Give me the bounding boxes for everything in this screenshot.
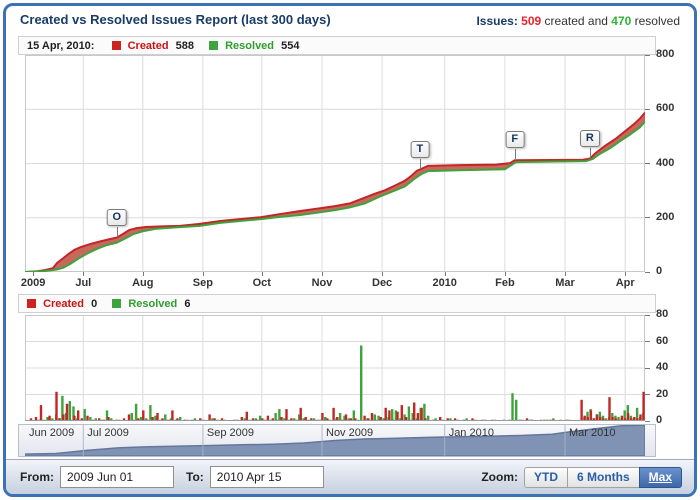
page-title: Created vs Resolved Issues Report (last …	[20, 12, 331, 27]
issues-created-count: 509	[521, 14, 542, 28]
x-axis-label: Oct	[252, 277, 271, 289]
x-axis-tick	[565, 272, 566, 276]
y-axis-tick	[645, 341, 650, 342]
date-range-controls: From: To:	[20, 460, 336, 494]
y-axis-label: 400	[656, 156, 675, 169]
issues-summary-label: Issues:	[476, 14, 518, 28]
from-date-input[interactable]	[60, 466, 174, 488]
flag-T[interactable]: T	[410, 141, 430, 158]
bar-legend-created-label: Created	[43, 298, 85, 310]
issues-resolved-count: 470	[611, 14, 632, 28]
x-axis-tick	[625, 272, 627, 276]
to-label: To:	[186, 470, 204, 484]
x-axis-label: Apr	[615, 277, 635, 289]
x-axis-tick	[322, 272, 323, 276]
y-axis-tick	[645, 271, 650, 273]
x-axis-tick	[83, 272, 85, 276]
report-header: Created vs Resolved Issues Report (last …	[6, 6, 694, 34]
resolved-swatch-icon	[112, 299, 122, 308]
x-axis-label: Aug	[132, 277, 154, 289]
x-axis-tick	[142, 272, 144, 276]
y-axis-tick	[645, 217, 650, 219]
y-axis-tick	[645, 108, 650, 110]
y-axis-label: 200	[656, 210, 675, 223]
resolved-swatch-icon	[209, 41, 219, 50]
x-axis-label: Jul	[75, 277, 92, 289]
x-axis-tick	[202, 272, 204, 276]
timeline-navigator[interactable]	[18, 424, 656, 457]
x-axis-tick	[382, 272, 384, 276]
y-axis-label: 600	[656, 102, 675, 115]
bar-legend-created-value: 0	[91, 298, 98, 310]
daily-bars-plot[interactable]	[25, 315, 645, 421]
y-axis-tick	[645, 420, 650, 422]
zoom-ytd-button[interactable]: YTD	[523, 466, 568, 488]
zoom-max-button[interactable]: Max	[638, 466, 682, 488]
flag-O[interactable]: O	[106, 208, 128, 226]
y-axis-tick	[645, 314, 650, 316]
zoom-controls: Zoom: YTD 6 Months Max	[481, 460, 682, 494]
legend-date: 15 Apr, 2010:	[27, 40, 95, 52]
x-axis-label: 2010	[432, 277, 457, 289]
y-axis-label: 40	[656, 361, 669, 373]
y-axis-label: 0	[656, 265, 663, 277]
zoom-label: Zoom:	[481, 470, 518, 484]
bar-chart-legend: Created 0 Resolved 6	[18, 294, 656, 313]
created-swatch-icon	[27, 299, 36, 308]
x-axis-tick	[504, 272, 506, 276]
flag-F[interactable]: F	[505, 131, 525, 149]
zoom-6months-button[interactable]: 6 Months	[566, 466, 640, 488]
x-axis-label: Feb	[495, 277, 515, 289]
bar-legend-resolved-value: 6	[184, 298, 191, 310]
x-axis-tick	[33, 272, 35, 276]
to-date-input[interactable]	[209, 466, 324, 488]
legend-created-value: 588	[175, 40, 194, 52]
y-axis-label: 80	[656, 308, 669, 320]
from-label: From:	[20, 470, 54, 484]
x-axis-tick	[444, 272, 446, 276]
navigator-area-chart[interactable]	[25, 425, 645, 456]
x-axis-label: Mar	[555, 277, 575, 289]
y-axis-label: 60	[656, 334, 669, 347]
main-chart-legend: 15 Apr, 2010: Created 588 Resolved 554	[18, 36, 656, 55]
y-axis-label: 0	[656, 414, 663, 426]
cumulative-chart-plot[interactable]	[25, 55, 645, 272]
flag-R[interactable]: R	[579, 130, 600, 148]
bar-legend-resolved-label: Resolved	[128, 298, 178, 310]
issues-summary: Issues: 509 created and 470 resolved	[476, 14, 680, 28]
legend-resolved-label: Resolved	[225, 40, 275, 52]
x-axis-label: Sep	[192, 277, 213, 289]
issues-resolved-text: resolved	[634, 14, 680, 28]
y-axis-tick	[645, 367, 650, 369]
bottom-toolbar: From: To: Zoom: YTD 6 Months Max	[6, 459, 694, 494]
legend-created-label: Created	[127, 40, 169, 52]
y-axis-label: 20	[656, 387, 669, 400]
y-axis-tick	[645, 394, 650, 395]
y-axis-tick	[645, 163, 650, 164]
x-axis-tick	[261, 272, 263, 276]
y-axis-label: 800	[656, 48, 675, 60]
report-window: Created vs Resolved Issues Report (last …	[3, 3, 697, 497]
created-swatch-icon	[111, 41, 121, 50]
x-axis-label: 2009	[20, 277, 46, 289]
legend-resolved-value: 554	[281, 40, 300, 52]
x-axis-label: Dec	[372, 277, 393, 289]
issues-created-text: created and	[544, 14, 608, 28]
x-axis-label: Nov	[311, 277, 333, 289]
